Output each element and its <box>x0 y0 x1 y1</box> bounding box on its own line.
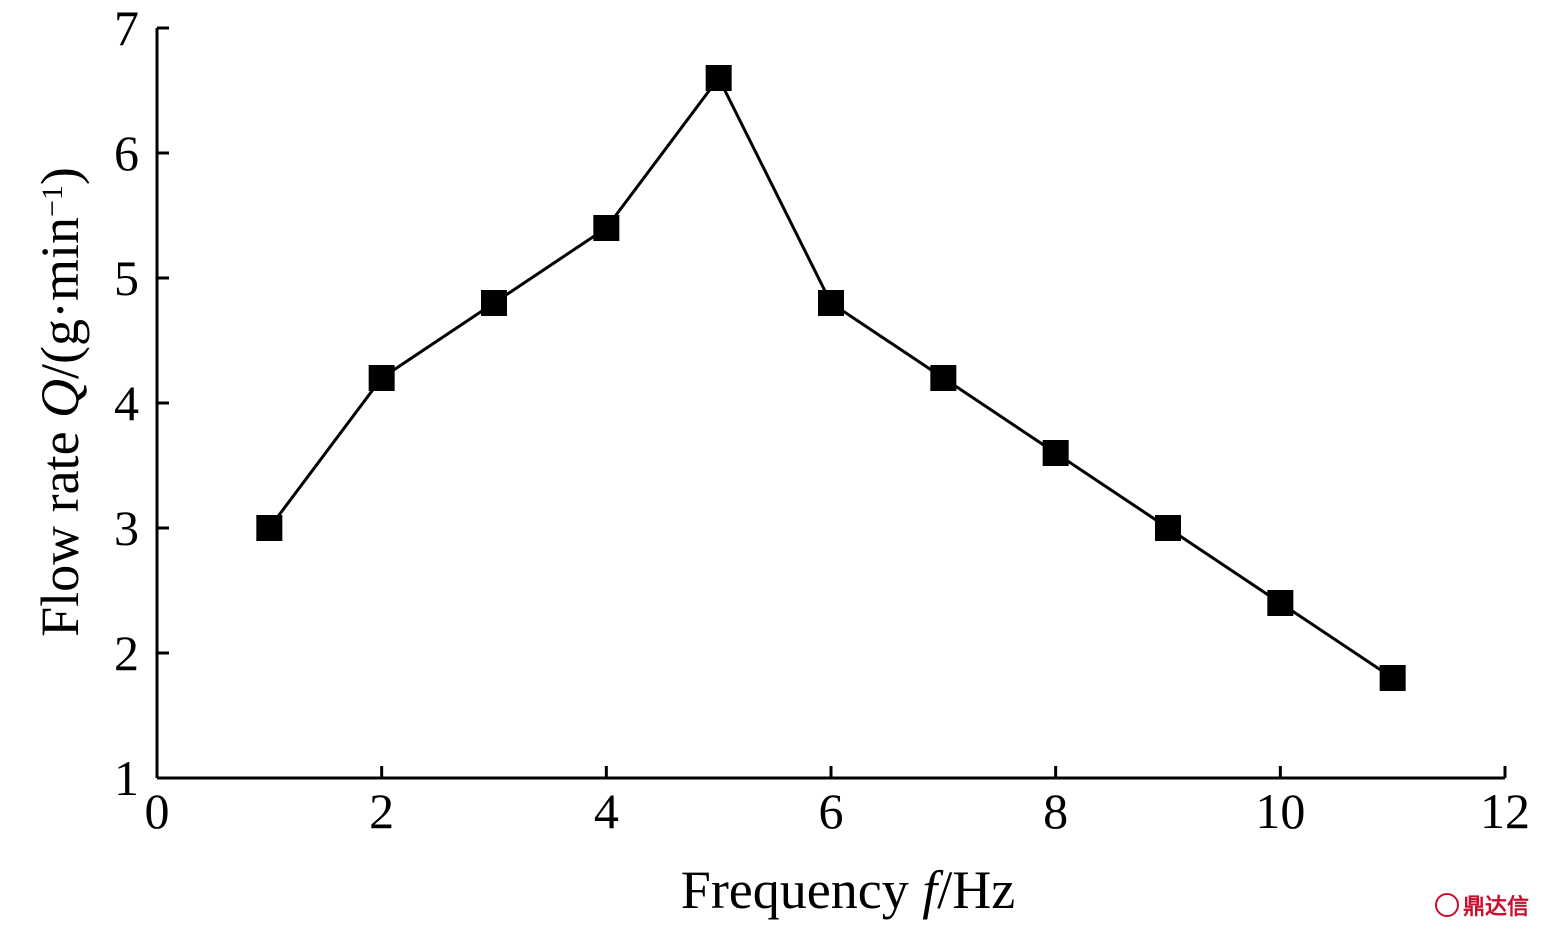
y-axis-title-exponent: −1 <box>36 185 69 217</box>
series-group <box>256 65 1406 691</box>
data-point-marker <box>818 290 844 316</box>
y-axis-title-unit: /(g·min <box>30 217 90 379</box>
data-point-marker <box>930 365 957 391</box>
x-axis-title-suffix: /Hz <box>937 860 1015 920</box>
watermark: 鼎达信 <box>1434 889 1529 921</box>
y-tick-label: 3 <box>114 500 139 556</box>
y-axis-title-var: Q <box>30 379 90 418</box>
x-tick-label: 10 <box>1255 783 1305 839</box>
y-tick-label: 2 <box>114 625 139 681</box>
data-point-marker <box>1267 590 1294 616</box>
watermark-logo-icon <box>1434 893 1459 917</box>
x-tick-label: 0 <box>145 783 170 839</box>
data-point-marker <box>368 365 395 391</box>
y-tick-label: 1 <box>114 750 139 806</box>
y-tick-label: 6 <box>114 125 139 181</box>
x-tick-label: 8 <box>1043 783 1068 839</box>
data-point-marker <box>1042 440 1069 466</box>
data-point-marker <box>1155 515 1181 541</box>
data-point-marker <box>1379 665 1406 691</box>
x-tick-label: 4 <box>594 783 619 839</box>
data-point-marker <box>256 515 283 541</box>
y-tick-label: 5 <box>114 250 139 306</box>
x-tick-label: 12 <box>1480 783 1530 839</box>
y-axis-title-close: ) <box>30 167 90 185</box>
y-axis-title-prefix: Flow rate <box>30 418 90 637</box>
series-line <box>268 75 1394 680</box>
x-tick-label: 6 <box>819 783 844 839</box>
watermark-text: 鼎达信 <box>1462 895 1529 920</box>
y-axis-title: Flow rate Q/(g·min−1) <box>30 167 90 637</box>
x-axis-title: Frequency f/Hz <box>681 860 1015 920</box>
y-tick-label: 4 <box>114 375 139 431</box>
x-axis-title-prefix: Frequency <box>681 860 922 920</box>
y-tick-label: 7 <box>114 0 139 56</box>
data-point-marker <box>593 215 620 241</box>
data-point-marker <box>481 290 507 316</box>
x-tick-label: 2 <box>369 783 394 839</box>
data-point-marker <box>705 65 732 91</box>
